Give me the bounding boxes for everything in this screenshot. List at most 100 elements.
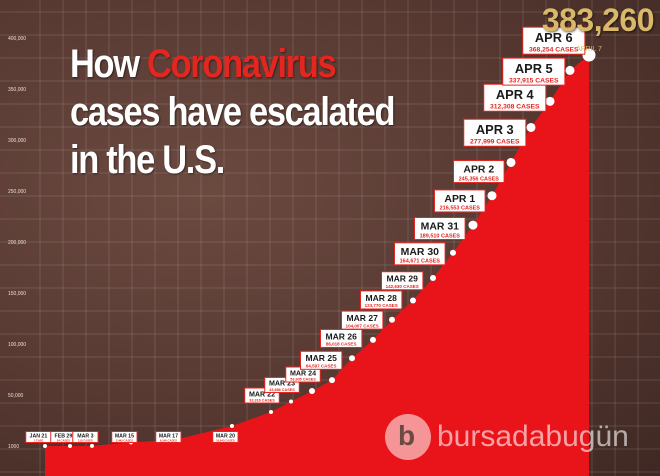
callout-date: APR 5 [515, 61, 553, 76]
callout-cases: 277,999 CASES [470, 139, 520, 146]
callout-date: APR 3 [476, 122, 514, 137]
latest-date-label: APRIL 7 [576, 46, 602, 53]
callout-cases: 64,597 CASES [306, 364, 337, 369]
callout-cases: 3,499 CASES [116, 438, 133, 442]
data-point [90, 443, 94, 448]
callout-box [72, 431, 99, 443]
callout-date: APR 6 [535, 30, 573, 45]
callout-label: MAR 153,499 CASES [111, 431, 138, 443]
callout-date: MAR 23 [269, 380, 295, 388]
callout-box [360, 290, 403, 310]
y-tick-label: 100,000 [8, 342, 26, 348]
data-point [389, 316, 395, 323]
callout-cases: 118 CASES [78, 438, 93, 442]
callout-box [394, 242, 446, 266]
headline-line-3: in the U.S. [70, 138, 225, 182]
data-point [506, 157, 516, 167]
callout-cases: 43,666 CASES [269, 388, 295, 392]
callout-date: APR 1 [444, 194, 475, 205]
y-tick-label: 400,000 [8, 36, 26, 42]
y-tick-label: 1000 [8, 444, 19, 450]
callout-date: MAR 29 [387, 274, 419, 284]
data-point [565, 65, 575, 75]
callout-date: MAR 20 [216, 434, 235, 440]
watermark-logo-icon: b [385, 414, 431, 460]
callout-date: MAR 24 [290, 369, 316, 377]
data-point [349, 355, 355, 362]
data-point [487, 191, 497, 201]
y-tick-label: 300,000 [8, 138, 26, 144]
data-point [289, 399, 293, 404]
callout-date: MAR 15 [115, 434, 134, 440]
watermark-text: bursadabugün [437, 420, 629, 453]
y-tick-label: 150,000 [8, 291, 26, 297]
callout-date: MAR 30 [401, 247, 439, 258]
callout-cases: 337,915 CASES [509, 77, 559, 84]
data-point [329, 377, 335, 384]
callout-date: MAR 27 [347, 313, 379, 323]
data-point [269, 410, 273, 415]
data-point [582, 48, 596, 62]
callout-date: MAR 22 [249, 390, 275, 398]
callout-box [111, 431, 138, 443]
callout-cases: 53,905 CASES [290, 378, 316, 382]
cases-area [45, 55, 589, 476]
callout-label: APR 4 312,308 CASES [483, 83, 547, 112]
callout-cases: 33,316 CASES [249, 399, 275, 403]
callout-cases: 312,308 CASES [490, 104, 540, 111]
latest-total: 383,260 [541, 2, 655, 38]
data-point [526, 122, 536, 132]
callout-date: FEB 29 [55, 434, 73, 440]
callout-box [300, 350, 343, 370]
callout-label: APR 3 277,999 CASES [463, 118, 527, 147]
data-point [430, 275, 436, 282]
callout-label: MAR 176,196 CASES [155, 431, 182, 443]
callout-box [522, 26, 586, 55]
callout-cases: 189,510 CASES [420, 233, 461, 239]
callout-cases: 368,254 CASES [529, 46, 579, 53]
data-point [468, 220, 478, 230]
callout-box [453, 160, 505, 184]
callout-box [414, 216, 466, 240]
data-point [410, 297, 416, 304]
data-point [43, 443, 47, 448]
callout-box [502, 57, 566, 86]
callout-box [341, 310, 384, 330]
callout-cases: 245,356 CASES [459, 176, 500, 182]
callout-date: APR 2 [463, 165, 494, 176]
callout-date: JAN 21 [30, 434, 48, 440]
y-tick-label: 350,000 [8, 87, 26, 93]
callout-date: MAR 17 [159, 434, 178, 440]
callout-cases: 216,553 CASES [440, 206, 481, 212]
callout-cases: 24 CASES [57, 438, 70, 442]
callout-cases: 123,770 CASES [365, 303, 398, 308]
callout-cases: 142,630 CASES [386, 284, 419, 289]
callout-date: MAR 31 [421, 222, 459, 233]
callout-box [434, 189, 486, 213]
data-point [370, 336, 376, 343]
headline: How Coronavirus cases have escalated in … [70, 40, 395, 184]
callout-cases: 86,018 CASES [326, 342, 357, 347]
callout-date: APR 4 [496, 87, 535, 102]
headline-line-1: How Coronavirus [70, 40, 394, 88]
callout-box [381, 271, 424, 291]
callout-label: JAN 211 CASE [25, 431, 52, 443]
callout-box [155, 431, 182, 443]
watermark: b bursadabugün [385, 414, 645, 460]
data-point [309, 388, 315, 395]
callout-date: MAR 26 [326, 331, 358, 341]
data-point [68, 443, 72, 448]
y-tick-label: 50,000 [8, 393, 24, 399]
